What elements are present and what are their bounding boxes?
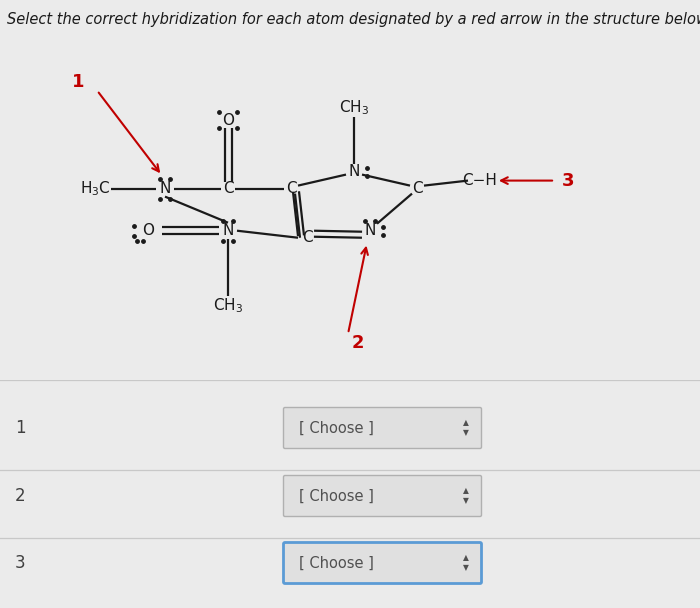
Text: C−H: C−H <box>463 173 498 188</box>
Text: O: O <box>222 113 234 128</box>
Text: N: N <box>364 223 376 238</box>
FancyBboxPatch shape <box>284 475 482 517</box>
Text: ▲: ▲ <box>463 418 469 427</box>
Text: C: C <box>286 181 296 196</box>
Text: ▼: ▼ <box>463 564 469 573</box>
Text: N: N <box>160 181 171 196</box>
Text: C: C <box>412 181 422 196</box>
Text: ▲: ▲ <box>463 553 469 562</box>
Text: CH$_3$: CH$_3$ <box>339 98 369 117</box>
Text: [ Choose ]: [ Choose ] <box>299 488 374 503</box>
Text: O: O <box>142 223 154 238</box>
Text: 1: 1 <box>15 419 25 437</box>
FancyBboxPatch shape <box>284 542 482 584</box>
Text: ▼: ▼ <box>463 429 469 438</box>
Text: N: N <box>223 223 234 238</box>
Text: CH$_3$: CH$_3$ <box>213 297 243 315</box>
Text: N: N <box>349 164 360 179</box>
Text: [ Choose ]: [ Choose ] <box>299 421 374 435</box>
Text: C: C <box>302 230 312 245</box>
Text: ▼: ▼ <box>463 497 469 505</box>
Text: [ Choose ]: [ Choose ] <box>299 556 374 570</box>
Text: 2: 2 <box>351 334 364 352</box>
Text: 1: 1 <box>71 74 84 91</box>
FancyBboxPatch shape <box>284 407 482 449</box>
Text: 2: 2 <box>15 487 25 505</box>
Text: ▲: ▲ <box>463 486 469 496</box>
Text: Select the correct hybridization for each atom designated by a red arrow in the : Select the correct hybridization for eac… <box>7 12 700 27</box>
Text: 3: 3 <box>15 554 25 572</box>
Text: H$_3$C: H$_3$C <box>80 179 111 198</box>
Text: 3: 3 <box>561 171 574 190</box>
Text: C: C <box>223 181 233 196</box>
